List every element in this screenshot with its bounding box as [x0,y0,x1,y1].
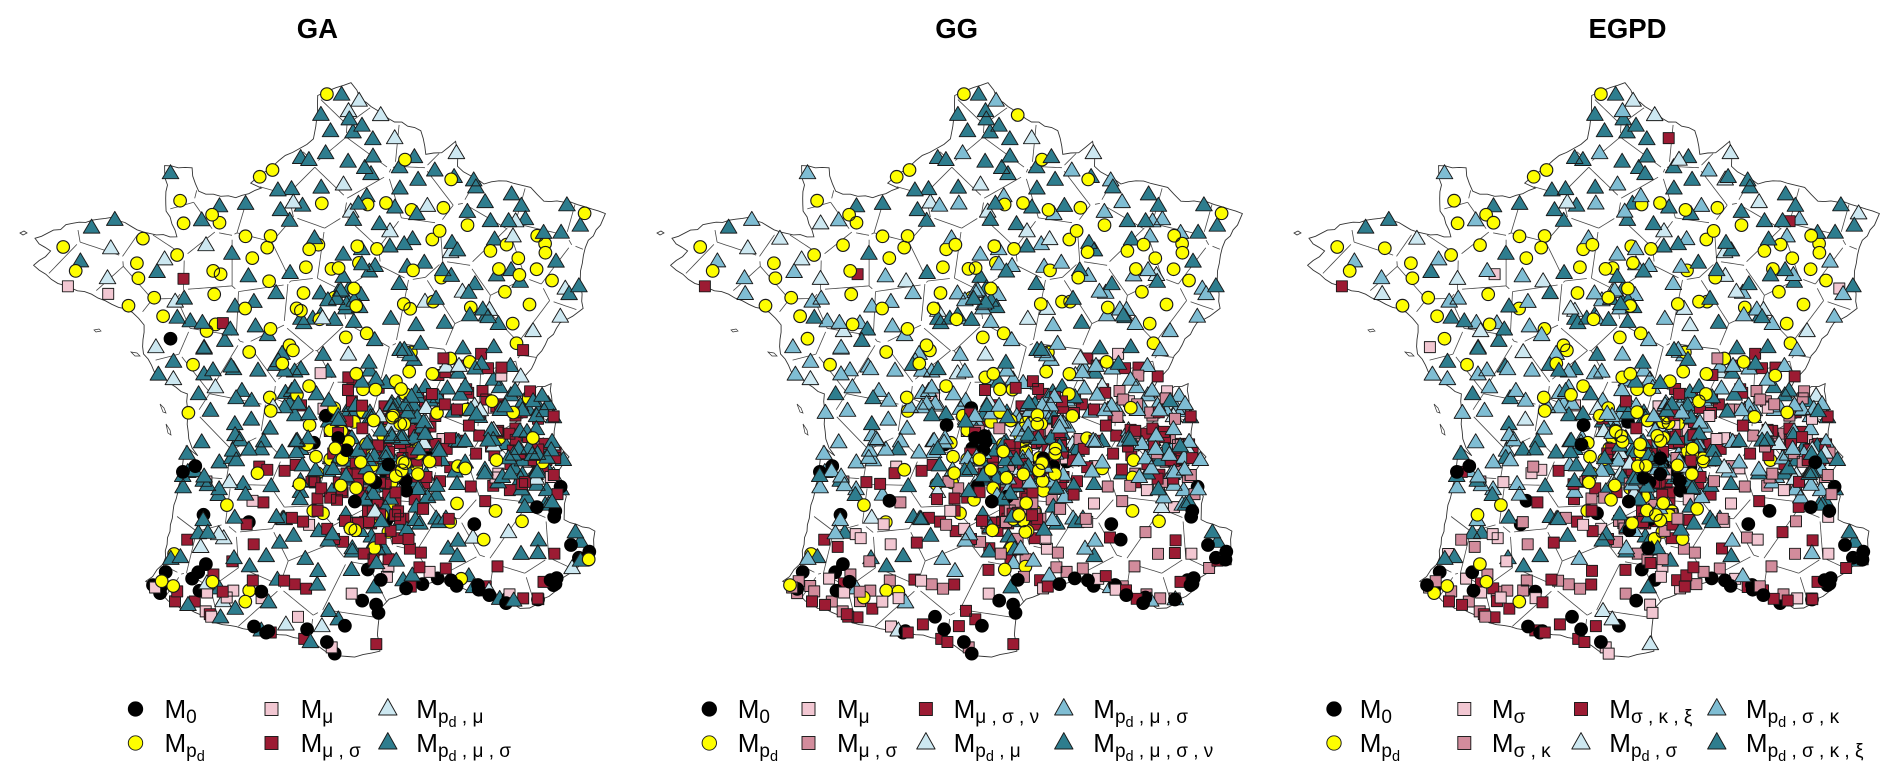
svg-text:M0: M0 [1360,694,1392,728]
svg-text:Mμ , σ: Mμ , σ [837,728,897,762]
svg-text:GG: GG [935,13,978,44]
svg-text:Mσ , κ , ξ: Mσ , κ , ξ [1609,694,1693,728]
svg-text:GA: GA [297,13,338,44]
svg-text:EGPD: EGPD [1589,13,1667,44]
